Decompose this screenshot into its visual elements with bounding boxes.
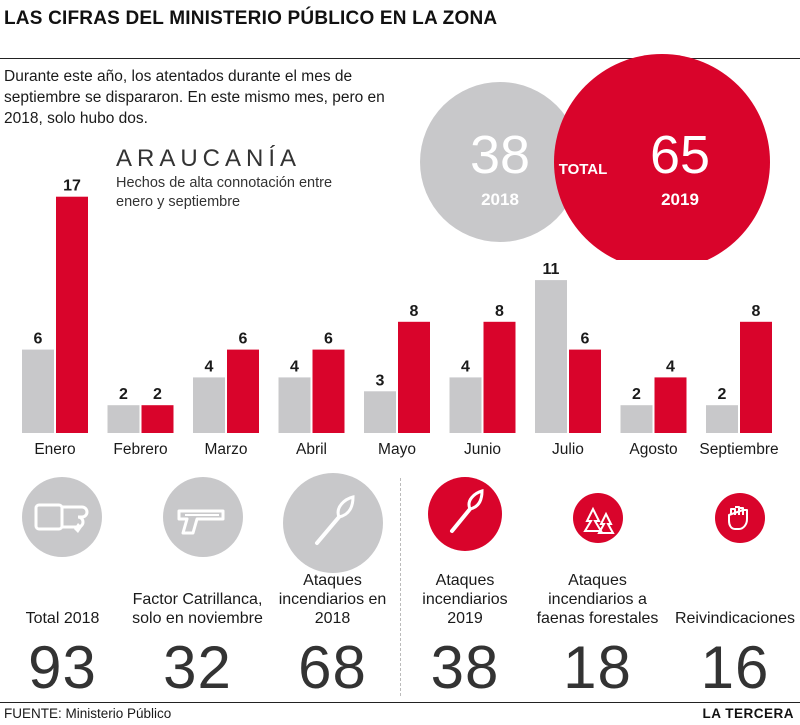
category-label: Febrero: [113, 441, 167, 458]
data-label: 2: [119, 386, 128, 403]
data-label: 6: [34, 331, 43, 348]
stat-value: 93: [28, 634, 97, 701]
circle-2018: [420, 82, 580, 242]
total-2019-year: 2019: [661, 190, 699, 209]
stat-faenas-forestales: Ataques incendiarios a faenas forestales…: [525, 465, 670, 700]
total-2018-value: 38: [469, 125, 531, 185]
bar-enero-s2: [56, 196, 88, 433]
burning-trees-icon: [573, 493, 623, 543]
pistol-icon: [163, 477, 243, 557]
region-label: ARAUCANÍA: [116, 145, 302, 172]
data-label: 4: [205, 358, 214, 375]
circle-2019: [554, 54, 770, 260]
bar-marzo-s1: [193, 377, 225, 433]
category-label: Mayo: [378, 441, 416, 458]
bar-febrero-s2: [141, 405, 174, 433]
total-2018-year: 2018: [481, 190, 519, 209]
data-label: 8: [495, 303, 504, 320]
data-label: 4: [461, 358, 470, 375]
footer-divider: [0, 702, 800, 703]
stat-label: Factor Catrillanca, solo en noviembre: [132, 591, 263, 627]
data-label: 6: [239, 331, 248, 348]
raised-fist-icon: [715, 493, 765, 543]
category-label: Junio: [464, 441, 501, 458]
category-label: Septiembre: [699, 441, 778, 458]
title-divider: [0, 58, 800, 59]
bar-abril-s2: [312, 349, 345, 433]
stat-value: 68: [298, 634, 367, 701]
stat-value: 38: [430, 634, 500, 701]
data-label: 11: [543, 261, 560, 278]
bar-abril-s1: [278, 377, 311, 433]
bar-julio-s1: [535, 280, 567, 433]
stat-catrillanca: Factor Catrillanca, solo en noviembre 32: [125, 465, 270, 700]
data-label: 4: [290, 358, 299, 375]
data-label: 6: [581, 331, 590, 348]
torch-icon: [283, 473, 383, 573]
category-label: Marzo: [204, 441, 247, 458]
category-label: Abril: [296, 441, 327, 458]
stat-reivindicaciones: Reivindicaciones 16: [670, 465, 800, 700]
bar-julio-s2: [569, 349, 601, 433]
bar-mayo-s2: [398, 321, 430, 433]
bar-mayo-s1: [364, 391, 396, 433]
bar-septiembre-s2: [740, 321, 772, 433]
stat-label: Ataques incendiarios 2019: [422, 572, 508, 627]
bar-agosto-s1: [620, 405, 653, 433]
stat-total-2018: Total 2018 93: [0, 465, 125, 700]
stat-label: Total 2018: [25, 610, 100, 627]
stats-separator: [400, 478, 401, 696]
stat-ataques-2019: Ataques incendiarios 2019 38: [405, 465, 525, 700]
bar-junio-s2: [483, 321, 516, 433]
category-label: Enero: [34, 441, 75, 458]
bar-enero-s1: [22, 349, 54, 433]
torch-icon: [428, 477, 502, 551]
category-label: Agosto: [629, 441, 677, 458]
source-label: FUENTE: Ministerio Público: [4, 706, 172, 721]
data-label: 8: [410, 303, 419, 320]
stat-ataques-2018: Ataques incendiarios en 2018 68: [270, 465, 395, 700]
stat-label: Reivindicaciones: [674, 610, 796, 627]
totals-venn: [420, 54, 770, 260]
brand-logo: LA TERCERA: [702, 706, 794, 721]
bar-chart: 6 17 Enero 2 2 Febrero 4 6 Marzo 4 6 Abril 3 8 Mayo 4 8 J…: [22, 178, 779, 458]
stat-value: 32: [163, 634, 232, 701]
bar-septiembre-s1: [706, 405, 738, 433]
bar-junio-s1: [449, 377, 482, 433]
total-2019-value: 65: [649, 125, 711, 185]
chart-subtitle: Hechos de alta connotación entre enero y…: [116, 175, 333, 210]
stat-value: 16: [700, 634, 770, 701]
total-label: TOTAL: [558, 161, 608, 178]
data-label: 8: [752, 303, 761, 320]
data-label: 2: [718, 386, 727, 403]
fist-punch-icon: [22, 477, 102, 557]
bar-febrero-s1: [107, 405, 140, 433]
data-label: 17: [63, 178, 81, 195]
category-label: Julio: [552, 441, 584, 458]
stat-value: 18: [563, 634, 632, 701]
bar-marzo-s2: [227, 349, 259, 433]
page-title: LAS CIFRAS DEL MINISTERIO PÚBLICO EN LA …: [4, 8, 498, 29]
data-label: 3: [376, 372, 385, 389]
intro-text: Durante este año, los atentados durante …: [4, 68, 385, 127]
bar-agosto-s2: [654, 377, 687, 433]
data-label: 4: [666, 358, 675, 375]
stat-label: Ataques incendiarios a faenas forestales: [536, 572, 659, 627]
data-label: 2: [153, 386, 162, 403]
data-label: 2: [632, 386, 641, 403]
stat-label: Ataques incendiarios en 2018: [278, 572, 387, 627]
data-label: 6: [324, 331, 333, 348]
